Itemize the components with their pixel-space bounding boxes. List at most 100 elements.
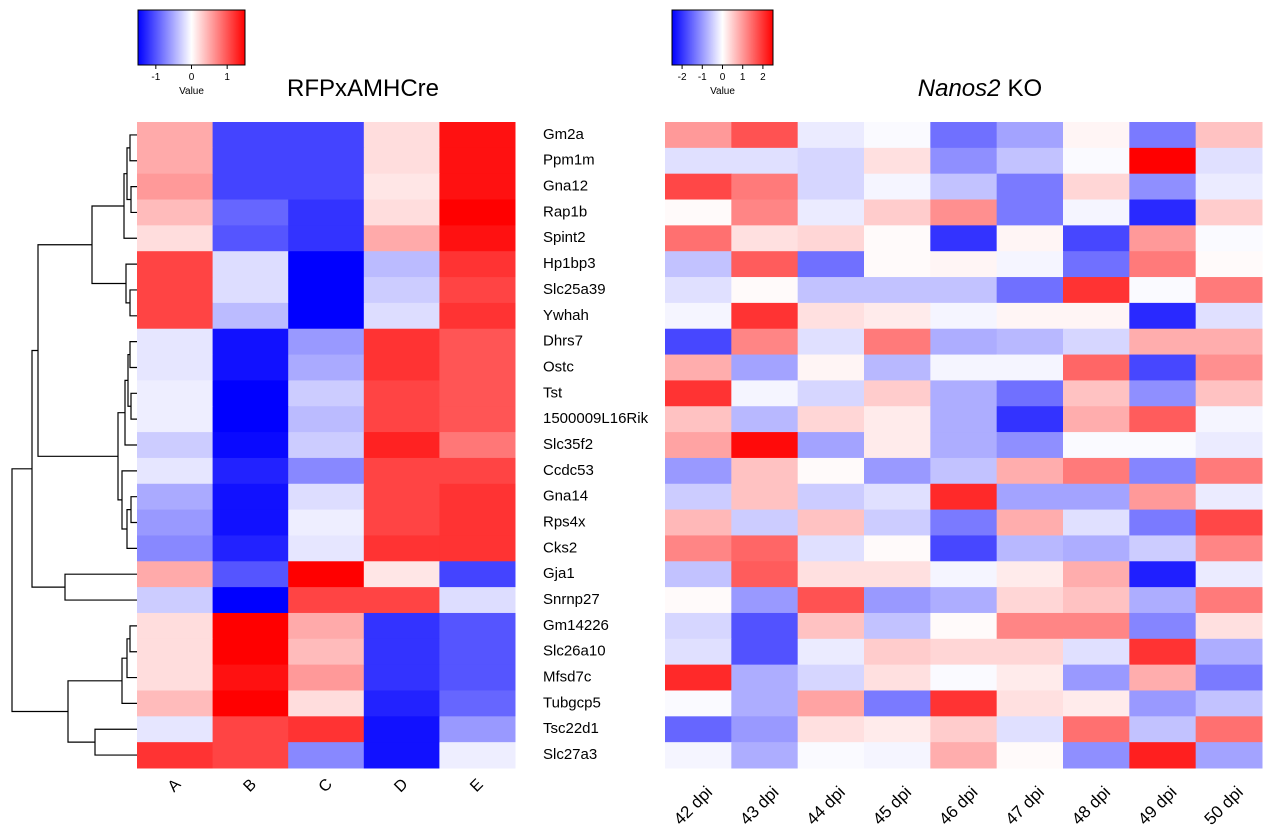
heatmap-cell [864, 406, 931, 433]
heatmap-cell [665, 122, 732, 149]
heatmap-cell [137, 716, 214, 743]
heatmap-cell [363, 690, 440, 717]
heatmap-cell [1195, 380, 1263, 407]
heatmap-cell [439, 638, 516, 666]
heatmap-cell [1195, 561, 1263, 588]
heatmap-cell [1195, 664, 1263, 691]
heatmap-cell [930, 742, 998, 769]
heatmap-cell [1063, 302, 1130, 330]
row-label: 1500009L16Rik [543, 410, 649, 427]
heatmap-cell [864, 147, 931, 175]
heatmap-cell [363, 122, 440, 149]
heatmap-cell [212, 587, 289, 614]
column-label: 45 dpi [869, 783, 915, 829]
heatmap-cell [212, 147, 289, 175]
heatmap-cell [864, 716, 931, 743]
heatmap-cell [930, 432, 998, 459]
heatmap-cell [1195, 199, 1263, 226]
heatmap-cell [797, 406, 865, 433]
colorbar-tick-label: 0 [720, 72, 726, 83]
heatmap-cell [1063, 561, 1130, 588]
column-label: 47 dpi [1002, 783, 1048, 829]
heatmap-cell [212, 354, 289, 381]
heatmap-cell [996, 328, 1064, 356]
heatmap-cell [137, 638, 214, 666]
heatmap-cell [137, 483, 214, 511]
heatmap-cell [797, 251, 865, 278]
heatmap-cell [439, 122, 516, 149]
heatmap-cell [363, 457, 440, 485]
heatmap-cell [797, 690, 865, 717]
heatmap-cell [1129, 457, 1197, 485]
row-label: Rap1b [543, 203, 587, 220]
heatmap-cell [731, 406, 799, 433]
heatmap-cell [288, 225, 365, 252]
heatmap-cell [1195, 587, 1263, 614]
row-label: Slc35f2 [543, 436, 593, 453]
heatmap-cell [665, 664, 732, 691]
heatmap-cell [1063, 742, 1130, 769]
heatmap-cell [363, 302, 440, 330]
heatmap-cell [996, 406, 1064, 433]
heatmap-cell [1195, 173, 1263, 201]
heatmap-cell [1063, 716, 1130, 743]
heatmap-cell [363, 406, 440, 433]
heatmap-cell [797, 638, 865, 666]
heatmap-cell [996, 535, 1064, 562]
heatmap-cell [212, 509, 289, 536]
dendrogram [11, 134, 137, 756]
heatmap-cell [1129, 535, 1197, 562]
heatmap-cell [665, 302, 732, 330]
heatmap-cell [930, 302, 998, 330]
heatmap-cell [1063, 690, 1130, 717]
heatmap-cell [1195, 328, 1263, 356]
heatmap-cell [137, 457, 214, 485]
heatmap-cell [1195, 251, 1263, 278]
heatmap-cell [864, 380, 931, 407]
heatmap-cell [665, 742, 732, 769]
heatmap-cell [288, 302, 365, 330]
heatmap-cell [731, 432, 799, 459]
heatmap-cell [288, 457, 365, 485]
column-label: A [165, 776, 185, 796]
heatmap-cell [1129, 432, 1197, 459]
heatmap-cell [212, 742, 289, 769]
heatmap-cell [731, 302, 799, 330]
heatmap-cell [1063, 483, 1130, 511]
heatmap-cell [731, 664, 799, 691]
heatmap-cell [288, 509, 365, 536]
heatmap-cell [996, 173, 1064, 201]
heatmap-cell [288, 690, 365, 717]
colorbar-tick-label: 1 [740, 72, 746, 83]
heatmap-cell [137, 535, 214, 562]
heatmap-cell [1063, 535, 1130, 562]
heatmap-cell [1129, 277, 1197, 304]
heatmap-cell [212, 535, 289, 562]
heatmap-cell [137, 251, 214, 278]
heatmap-cell [363, 380, 440, 407]
heatmap-cell [797, 716, 865, 743]
heatmap-cell [665, 328, 732, 356]
heatmap-cell [930, 535, 998, 562]
heatmap-cell [1129, 664, 1197, 691]
heatmap-cell [864, 302, 931, 330]
column-label: 48 dpi [1068, 783, 1114, 829]
heatmap-cell [288, 277, 365, 304]
heatmap-cell [797, 328, 865, 356]
heatmap-cell [864, 612, 931, 640]
row-label: Gm14226 [543, 617, 609, 634]
heatmap-cell [930, 457, 998, 485]
heatmap-cell [1129, 251, 1197, 278]
heatmap-cell [996, 638, 1064, 666]
heatmap-cell [864, 225, 931, 252]
heatmap-cell [439, 147, 516, 175]
heatmap-cell [1195, 147, 1263, 175]
heatmap-cell [665, 380, 732, 407]
heatmap-cell [864, 277, 931, 304]
colorbar-tick-label: -1 [698, 72, 707, 83]
heatmap-cell [212, 302, 289, 330]
heatmap-cell [1195, 690, 1263, 717]
column-label: 42 dpi [670, 783, 716, 829]
heatmap-cell [1129, 690, 1197, 717]
heatmap-cell [930, 509, 998, 536]
